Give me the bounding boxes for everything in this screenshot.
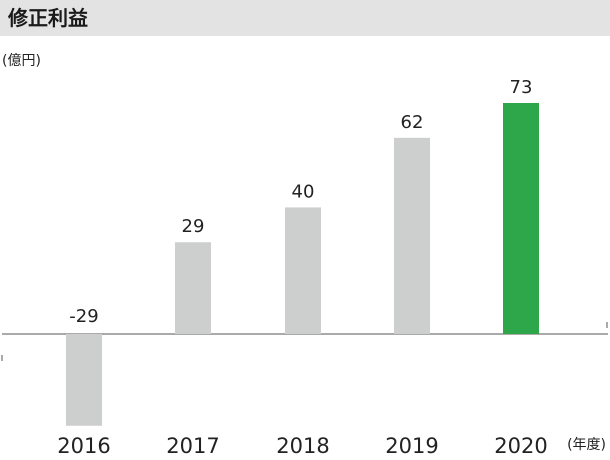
title-bar: 修正利益 xyxy=(0,0,610,36)
x-axis-unit-label: (年度) xyxy=(567,437,606,453)
x-tick-label-2018: 2018 xyxy=(276,434,329,458)
bar-2018 xyxy=(285,207,321,334)
bar-2017 xyxy=(175,242,211,334)
data-label-2018: 40 xyxy=(292,181,315,202)
chart-title: 修正利益 xyxy=(8,6,88,30)
x-tick-label-2019: 2019 xyxy=(385,434,438,458)
bar-2016 xyxy=(66,334,102,426)
x-tick-label-2017: 2017 xyxy=(166,434,219,458)
x-tick-label-2016: 2016 xyxy=(57,434,110,458)
x-tick-label-2020: 2020 xyxy=(494,434,547,458)
bar-2020 xyxy=(503,103,539,334)
data-label-2020: 73 xyxy=(510,77,533,98)
data-label-2019: 62 xyxy=(401,112,424,133)
data-label-2016: -29 xyxy=(69,306,98,327)
bar-2019 xyxy=(394,137,430,334)
y-axis-unit-label: (億円) xyxy=(2,53,41,69)
data-label-2017: 29 xyxy=(182,216,205,237)
